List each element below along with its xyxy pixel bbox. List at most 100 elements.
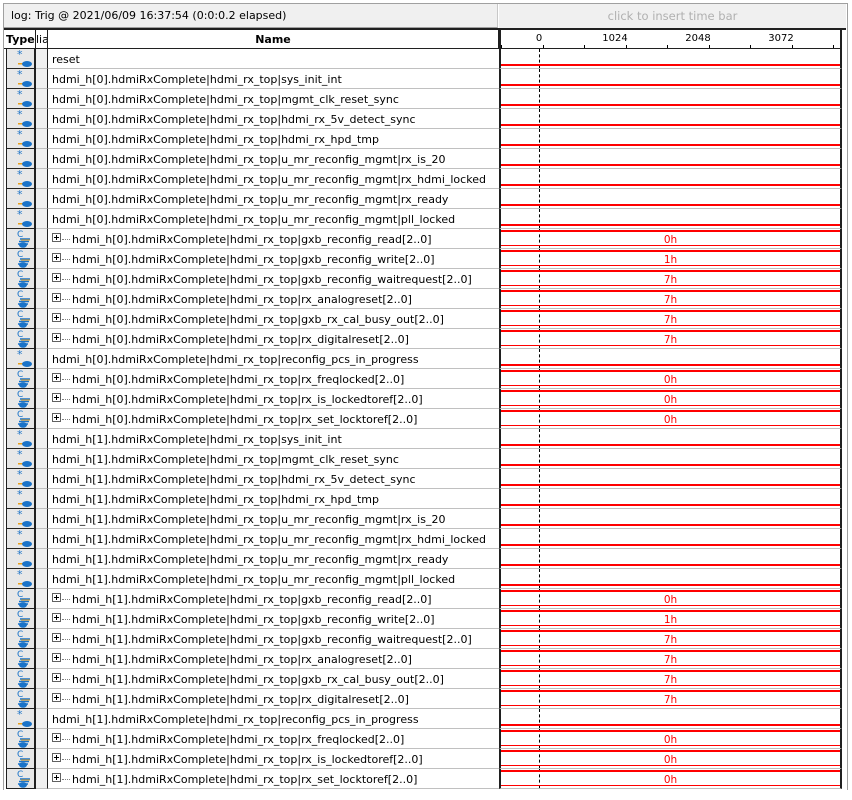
signal-name-cell[interactable]: hdmi_h[1].hdmiRxComplete|hdmi_rx_top|u_m… <box>48 549 499 569</box>
waveform-cell[interactable]: 0h <box>499 409 842 429</box>
expand-icon[interactable] <box>52 733 61 742</box>
signal-name-cell[interactable]: hdmi_h[1].hdmiRxComplete|hdmi_rx_top|u_m… <box>48 509 499 529</box>
expand-icon[interactable] <box>52 333 61 342</box>
waveform-cell[interactable]: 7h <box>499 309 842 329</box>
signal-name-cell[interactable]: hdmi_h[1].hdmiRxComplete|hdmi_rx_top|hdm… <box>48 489 499 509</box>
table-row[interactable]: * hdmi_h[1].hdmiRxComplete|hdmi_rx_top|hd… <box>4 469 846 489</box>
signal-name-cell[interactable]: hdmi_h[0].hdmiRxComplete|hdmi_rx_top|u_m… <box>48 169 499 189</box>
expand-icon[interactable] <box>52 613 61 622</box>
signal-name-cell[interactable]: hdmi_h[0].hdmiRxComplete|hdmi_rx_top|u_m… <box>48 149 499 169</box>
waveform-cell[interactable] <box>499 69 842 89</box>
signal-name-cell[interactable]: hdmi_h[1].hdmiRxComplete|hdmi_rx_top|u_m… <box>48 569 499 589</box>
signal-name-cell[interactable]: hdmi_h[1].hdmiRxComplete|hdmi_rx_top|rx_… <box>48 649 499 669</box>
waveform-cell[interactable] <box>499 489 842 509</box>
expand-icon[interactable] <box>52 693 61 702</box>
signal-name-cell[interactable]: hdmi_h[0].hdmiRxComplete|hdmi_rx_top|hdm… <box>48 109 499 129</box>
expand-icon[interactable] <box>52 373 61 382</box>
signal-name-cell[interactable]: hdmi_h[0].hdmiRxComplete|hdmi_rx_top|u_m… <box>48 209 499 229</box>
table-row[interactable]: * hdmi_h[1].hdmiRxComplete|hdmi_rx_top|mg… <box>4 449 846 469</box>
waveform-cell[interactable] <box>499 569 842 589</box>
expand-icon[interactable] <box>52 753 61 762</box>
expand-icon[interactable] <box>52 313 61 322</box>
signal-name-cell[interactable]: hdmi_h[1].hdmiRxComplete|hdmi_rx_top|rx_… <box>48 769 499 789</box>
signal-name-cell[interactable]: hdmi_h[0].hdmiRxComplete|hdmi_rx_top|rx_… <box>48 389 499 409</box>
waveform-cell[interactable]: 7h <box>499 689 842 709</box>
expand-icon[interactable] <box>52 253 61 262</box>
signal-name-cell[interactable]: hdmi_h[1].hdmiRxComplete|hdmi_rx_top|hdm… <box>48 469 499 489</box>
signal-name-cell[interactable]: hdmi_h[0].hdmiRxComplete|hdmi_rx_top|mgm… <box>48 89 499 109</box>
signal-name-cell[interactable]: hdmi_h[0].hdmiRxComplete|hdmi_rx_top|rec… <box>48 349 499 369</box>
signal-name-cell[interactable]: hdmi_h[0].hdmiRxComplete|hdmi_rx_top|rx_… <box>48 369 499 389</box>
expand-icon[interactable] <box>52 393 61 402</box>
table-row[interactable]: * hdmi_h[1].hdmiRxComplete|hdmi_rx_top|u_… <box>4 509 846 529</box>
signal-name-cell[interactable]: hdmi_h[1].hdmiRxComplete|hdmi_rx_top|sys… <box>48 429 499 449</box>
waveform-cell[interactable] <box>499 109 842 129</box>
waveform-cell[interactable]: 7h <box>499 629 842 649</box>
waveform-cell[interactable] <box>499 349 842 369</box>
table-row[interactable]: * hdmi_h[1].hdmiRxComplete|hdmi_rx_top|hd… <box>4 489 846 509</box>
signal-name-cell[interactable]: hdmi_h[0].hdmiRxComplete|hdmi_rx_top|gxb… <box>48 269 499 289</box>
signal-name-cell[interactable]: hdmi_h[1].hdmiRxComplete|hdmi_rx_top|rx_… <box>48 749 499 769</box>
signal-name-cell[interactable]: hdmi_h[1].hdmiRxComplete|hdmi_rx_top|rx_… <box>48 689 499 709</box>
waveform-cell[interactable] <box>499 509 842 529</box>
table-row[interactable]: * hdmi_h[0].hdmiRxComplete|hdmi_rx_top|u_… <box>4 149 846 169</box>
waveform-cell[interactable] <box>499 549 842 569</box>
waveform-cell[interactable]: 0h <box>499 369 842 389</box>
waveform-cell[interactable]: 0h <box>499 229 842 249</box>
insert-time-bar[interactable]: click to insert time bar <box>499 4 846 29</box>
table-row[interactable]: * hdmi_h[1].hdmiRxComplete|hdmi_rx_top|u_… <box>4 549 846 569</box>
waveform-cell[interactable]: 1h <box>499 249 842 269</box>
waveform-cell[interactable]: 0h <box>499 769 842 789</box>
waveform-cell[interactable] <box>499 429 842 449</box>
expand-icon[interactable] <box>52 233 61 242</box>
table-row[interactable]: * hdmi_h[1].hdmiRxComplete|hdmi_rx_top|sy… <box>4 429 846 449</box>
waveform-cell[interactable] <box>499 89 842 109</box>
signal-name-cell[interactable]: hdmi_h[1].hdmiRxComplete|hdmi_rx_top|gxb… <box>48 669 499 689</box>
signal-name-cell[interactable]: hdmi_h[1].hdmiRxComplete|hdmi_rx_top|mgm… <box>48 449 499 469</box>
signal-name-cell[interactable]: hdmi_h[0].hdmiRxComplete|hdmi_rx_top|u_m… <box>48 189 499 209</box>
signal-name-cell[interactable]: hdmi_h[1].hdmiRxComplete|hdmi_rx_top|rx_… <box>48 729 499 749</box>
table-row[interactable]: * hdmi_h[0].hdmiRxComplete|hdmi_rx_top|u_… <box>4 169 846 189</box>
signal-name-cell[interactable]: hdmi_h[1].hdmiRxComplete|hdmi_rx_top|gxb… <box>48 609 499 629</box>
header-name[interactable]: Name <box>48 30 499 49</box>
table-row[interactable]: * hdmi_h[0].hdmiRxComplete|hdmi_rx_top|re… <box>4 349 846 369</box>
time-ruler[interactable]: 0 1024 2048 3072 <box>499 30 842 49</box>
table-row[interactable]: * hdmi_h[0].hdmiRxComplete|hdmi_rx_top|hd… <box>4 129 846 149</box>
expand-icon[interactable] <box>52 413 61 422</box>
signal-name-cell[interactable]: hdmi_h[0].hdmiRxComplete|hdmi_rx_top|gxb… <box>48 249 499 269</box>
table-row[interactable]: * hdmi_h[0].hdmiRxComplete|hdmi_rx_top|u_… <box>4 209 846 229</box>
waveform-cell[interactable]: 0h <box>499 729 842 749</box>
table-row[interactable]: * hdmi_h[1].hdmiRxComplete|hdmi_rx_top|re… <box>4 709 846 729</box>
signal-name-cell[interactable]: hdmi_h[0].hdmiRxComplete|hdmi_rx_top|sys… <box>48 69 499 89</box>
signal-name-cell[interactable]: hdmi_h[1].hdmiRxComplete|hdmi_rx_top|u_m… <box>48 529 499 549</box>
waveform-cell[interactable]: 0h <box>499 589 842 609</box>
waveform-cell[interactable]: 0h <box>499 749 842 769</box>
expand-icon[interactable] <box>52 653 61 662</box>
signal-name-cell[interactable]: hdmi_h[0].hdmiRxComplete|hdmi_rx_top|gxb… <box>48 229 499 249</box>
signal-name-cell[interactable]: reset <box>48 49 499 69</box>
waveform-cell[interactable] <box>499 169 842 189</box>
waveform-cell[interactable] <box>499 49 842 69</box>
table-row[interactable]: * hdmi_h[0].hdmiRxComplete|hdmi_rx_top|u_… <box>4 189 846 209</box>
waveform-cell[interactable]: 0h <box>499 389 842 409</box>
header-type[interactable]: Type <box>4 30 36 49</box>
expand-icon[interactable] <box>52 273 61 282</box>
waveform-cell[interactable]: 1h <box>499 609 842 629</box>
waveform-cell[interactable] <box>499 189 842 209</box>
waveform-cell[interactable]: 7h <box>499 669 842 689</box>
waveform-cell[interactable] <box>499 209 842 229</box>
waveform-cell[interactable] <box>499 449 842 469</box>
expand-icon[interactable] <box>52 633 61 642</box>
